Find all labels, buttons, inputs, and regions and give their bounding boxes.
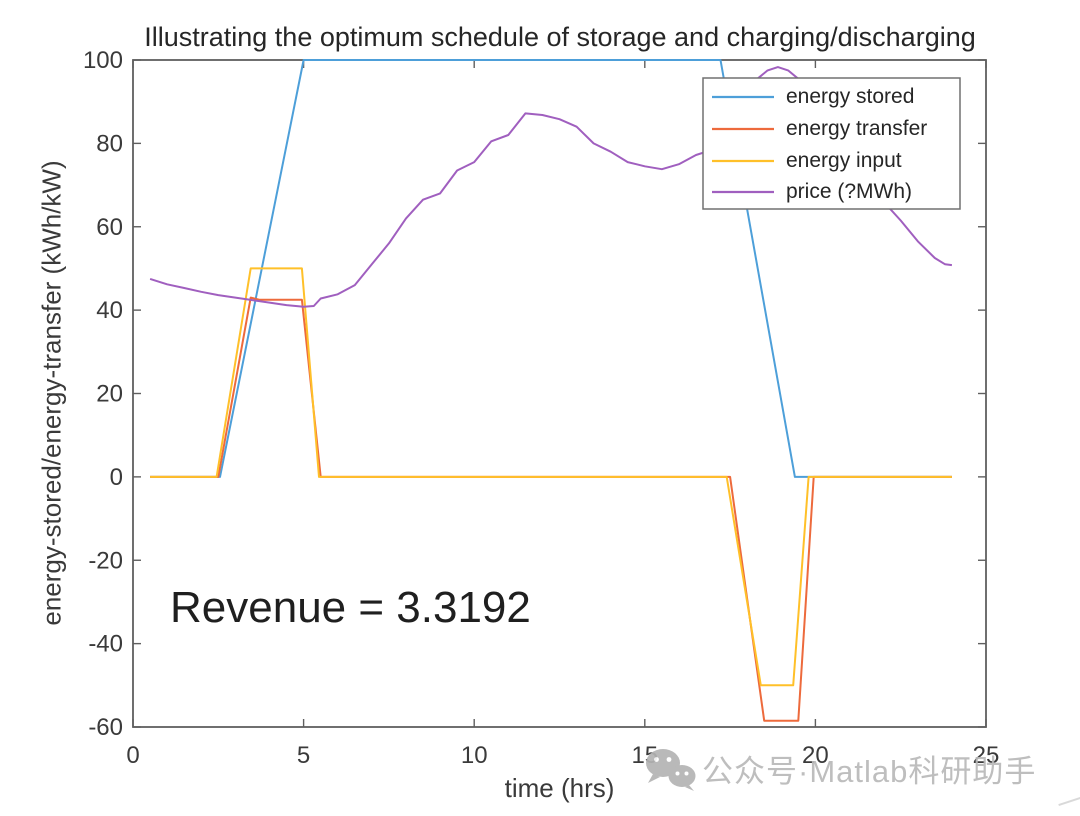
x-tick-label: 20 [802, 742, 829, 769]
watermark: 公众号·Matlab科研助手 [644, 746, 1036, 791]
legend-label-energy-input: energy input [786, 149, 902, 172]
x-tick-label: 0 [126, 742, 139, 769]
y-tick-label: 100 [83, 47, 123, 74]
legend-label-energy-stored: energy stored [786, 85, 915, 108]
x-tick-label: 5 [297, 742, 310, 769]
x-tick-label: 25 [973, 742, 1000, 769]
revenue-annotation: Revenue = 3.3192 [170, 583, 531, 632]
legend-label-price: price (?MWh) [786, 180, 913, 203]
y-tick-label: 60 [96, 214, 123, 241]
y-axis-label: energy-stored/energy-transfer (kWh/kW) [36, 160, 67, 626]
watermark-text: 公众号·Matlab科研助手 [702, 754, 1037, 789]
chart-title: Illustrating the optimum schedule of sto… [144, 22, 976, 52]
series-line-energy-input [150, 267, 952, 687]
y-tick-label: 0 [110, 464, 123, 491]
legend-box [702, 77, 961, 210]
legend-label-energy-transfer: energy transfer [786, 117, 928, 140]
y-tick-label: 80 [96, 130, 123, 157]
wechat-icon [646, 748, 696, 791]
x-axis-label: time (hrs) [504, 773, 615, 803]
y-tick-label: -60 [88, 714, 123, 741]
y-tick-label: 40 [96, 297, 123, 324]
x-tick-label: 10 [461, 742, 488, 769]
y-tick-label: 20 [96, 381, 123, 408]
y-tick-label: -40 [88, 631, 123, 658]
y-tick-label: -20 [88, 547, 123, 574]
